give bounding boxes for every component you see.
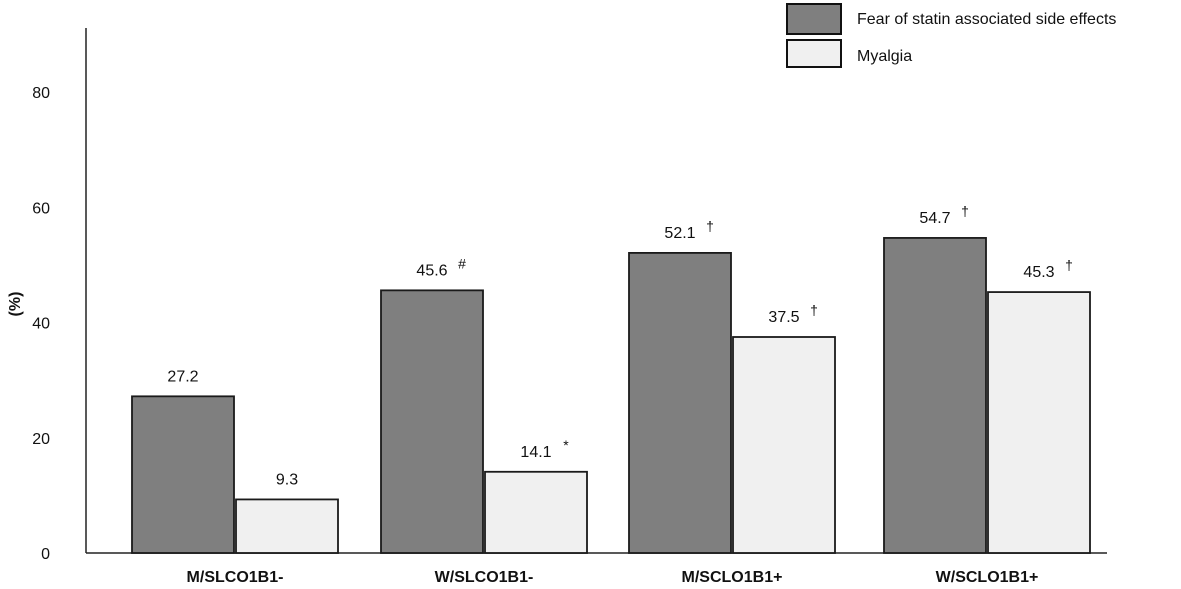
y-tick-label-20: 20 — [32, 431, 50, 448]
bar-myalgia-2 — [484, 470, 588, 554]
bar-fear-1 — [131, 395, 235, 554]
legend-swatch-fear — [786, 3, 842, 35]
value-label-fear-2: 45.6 — [416, 262, 447, 279]
significance-mark-fear-4: † — [961, 203, 969, 219]
value-label-fear-3: 52.1 — [664, 225, 695, 242]
category-label-3: M/SCLO1B1+ — [682, 569, 783, 586]
value-label-fear-4: 54.7 — [919, 210, 950, 227]
y-tick-label-60: 60 — [32, 200, 50, 217]
bars — [131, 237, 1091, 554]
y-tick-label-0: 0 — [41, 546, 50, 563]
legend-label-myalgia: Myalgia — [857, 48, 912, 65]
bar-fear-4 — [883, 237, 987, 554]
legend: Fear of statin associated side effects M… — [786, 3, 1116, 68]
y-tick-label-80: 80 — [32, 85, 50, 102]
legend-label-fear: Fear of statin associated side effects — [857, 11, 1116, 28]
y-ticks: 0 20 40 60 80 — [32, 85, 50, 563]
bar-fear-2 — [380, 289, 484, 554]
significance-mark-myalgia-2: * — [563, 437, 569, 453]
value-label-myalgia-4: 45.3 — [1023, 264, 1054, 281]
bar-myalgia-3 — [732, 336, 836, 554]
value-labels: 27.2 9.3 45.6 #14.1 * 52.1 † 37.5 † 54.7 † 45.3 † — [167, 203, 1072, 489]
value-label-myalgia-3: 37.5 — [768, 309, 799, 326]
category-labels: M/SLCO1B1- W/SLCO1B1- M/SCLO1B1+ W/SCLO1B1+ — [187, 569, 1039, 586]
category-label-1: M/SLCO1B1- — [187, 569, 284, 586]
value-label-myalgia-1: 9.3 — [276, 471, 298, 488]
bar-myalgia-4 — [987, 291, 1091, 554]
category-label-4: W/SCLO1B1+ — [936, 569, 1039, 586]
y-axis-label: (%) — [7, 292, 24, 317]
y-axis: (%) — [7, 28, 87, 553]
value-label-myalgia-2: 14.1 — [520, 444, 551, 461]
category-label-2: W/SLCO1B1- — [435, 569, 534, 586]
bar-fear-3 — [628, 252, 732, 554]
y-tick-label-40: 40 — [32, 316, 50, 333]
significance-mark-fear-3: † — [706, 218, 714, 234]
significance-mark-myalgia-4: † — [1065, 257, 1073, 273]
value-label-fear-1: 27.2 — [167, 368, 198, 385]
significance-mark-fear-2: # — [458, 255, 466, 271]
bar-myalgia-1 — [235, 498, 339, 554]
legend-swatch-myalgia — [786, 39, 842, 68]
significance-mark-myalgia-3: † — [810, 302, 818, 318]
